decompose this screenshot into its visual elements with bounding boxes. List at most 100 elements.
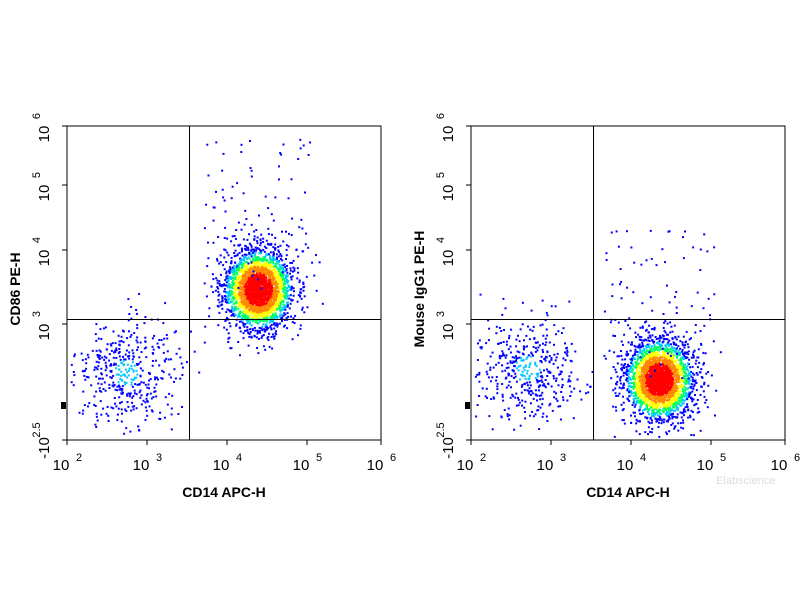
event-dot <box>687 372 690 375</box>
event-dot <box>650 385 653 388</box>
event-dot <box>632 395 635 397</box>
event-dot <box>228 322 231 325</box>
event-dot <box>276 297 279 300</box>
event-dot <box>539 375 542 378</box>
event-dot <box>689 366 692 369</box>
event-dot <box>256 298 259 301</box>
event-dot <box>656 348 659 351</box>
event-dot <box>655 338 658 340</box>
event-dot <box>673 343 675 346</box>
event-dot <box>624 372 627 375</box>
event-dot <box>245 288 248 291</box>
event-dot <box>273 287 275 290</box>
event-dot <box>279 302 282 305</box>
event-dot <box>239 262 242 265</box>
event-dot <box>506 413 509 416</box>
event-dot <box>265 303 268 306</box>
event-dot <box>500 355 503 357</box>
event-dot <box>273 298 275 301</box>
event-dot <box>305 232 307 235</box>
event-dot <box>233 292 236 295</box>
event-dot <box>239 269 242 272</box>
event-dot <box>262 288 265 291</box>
event-dot <box>249 302 252 305</box>
event-dot <box>262 310 265 313</box>
event-dot <box>670 352 673 355</box>
event-dot <box>636 420 639 423</box>
event-dot <box>524 400 527 403</box>
event-dot <box>290 288 293 291</box>
event-dot <box>540 379 543 382</box>
event-dot <box>249 244 252 247</box>
event-dot <box>245 319 248 322</box>
event-dot <box>267 270 270 272</box>
event-dot <box>509 345 512 348</box>
event-dot <box>232 273 235 276</box>
event-dot <box>249 262 251 265</box>
event-dot <box>263 286 265 289</box>
event-dot <box>252 288 255 291</box>
event-dot <box>560 391 563 393</box>
event-dot <box>270 295 273 298</box>
event-dot <box>137 425 140 428</box>
event-dot <box>238 244 241 247</box>
event-dot <box>124 408 127 411</box>
event-dot <box>294 314 297 317</box>
event-dot <box>503 354 506 357</box>
event-dot <box>108 353 111 356</box>
event-dot <box>226 274 229 277</box>
event-dot <box>262 295 265 297</box>
event-dot <box>88 402 91 405</box>
event-dot <box>687 391 690 394</box>
event-dot <box>553 390 556 393</box>
event-dot <box>498 354 501 357</box>
event-dot <box>102 407 105 410</box>
event-dot <box>522 347 525 350</box>
event-dot <box>274 247 277 250</box>
event-dot <box>304 191 306 194</box>
event-dot <box>146 414 149 417</box>
event-dot <box>661 367 664 370</box>
event-dot <box>537 386 540 389</box>
event-dot <box>270 328 273 331</box>
event-dot <box>541 381 544 383</box>
event-dot <box>283 289 286 292</box>
event-dot <box>149 392 152 395</box>
event-dot <box>654 346 657 349</box>
event-dot <box>114 349 117 352</box>
event-dot <box>655 405 658 408</box>
event-dot <box>241 268 244 271</box>
event-dot <box>639 349 642 352</box>
event-dot <box>279 313 282 316</box>
event-dot <box>280 286 283 289</box>
event-dot <box>648 392 651 395</box>
event-dot <box>262 263 265 266</box>
event-dot <box>175 352 178 355</box>
event-dot <box>477 342 479 345</box>
event-dot <box>244 265 247 268</box>
event-dot <box>278 250 281 253</box>
event-dot <box>685 330 688 333</box>
event-dot <box>690 356 693 359</box>
event-dot <box>653 328 656 331</box>
event-dot <box>621 369 624 372</box>
event-dot <box>270 284 273 287</box>
event-dot <box>198 371 201 374</box>
event-dot <box>630 414 632 417</box>
event-dot <box>518 401 521 404</box>
event-dot <box>519 424 522 427</box>
event-dot <box>646 385 649 388</box>
event-dot <box>313 274 316 277</box>
event-dot <box>259 238 262 241</box>
event-dot <box>658 410 661 413</box>
event-dot <box>507 348 510 351</box>
event-dot <box>271 286 273 289</box>
event-dot <box>643 390 646 393</box>
event-dot <box>256 242 259 245</box>
event-dot <box>244 296 247 298</box>
event-dot <box>233 286 236 289</box>
event-dot <box>110 406 113 409</box>
event-dot <box>265 253 268 256</box>
event-dot <box>532 397 535 400</box>
